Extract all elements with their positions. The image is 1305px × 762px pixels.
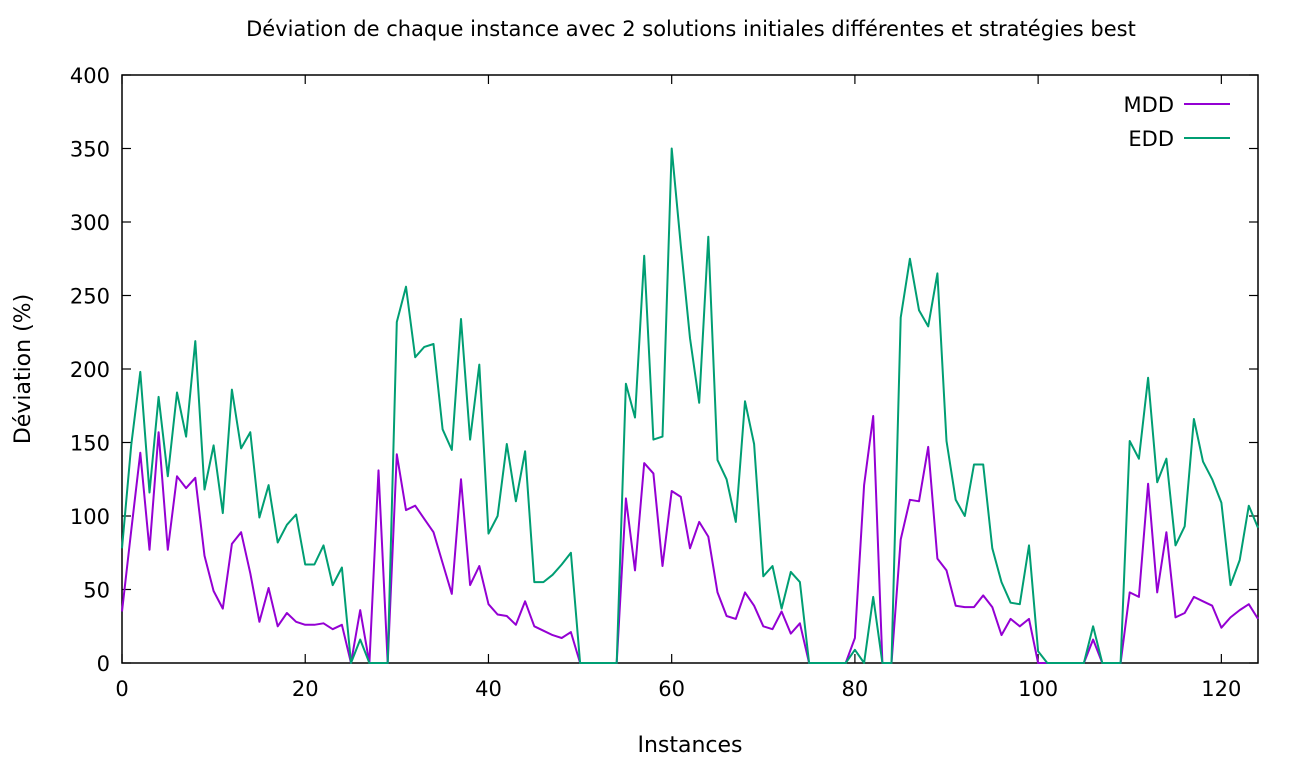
y-tick-label: 250	[70, 285, 110, 309]
x-tick-label: 60	[658, 677, 685, 701]
y-tick-label: 400	[70, 64, 110, 88]
plot-frame	[121, 74, 1259, 664]
x-tick-label: 120	[1201, 677, 1241, 701]
x-tick-label: 20	[292, 677, 319, 701]
x-tick-label: 0	[115, 677, 128, 701]
y-tick-label: 300	[70, 211, 110, 235]
x-tick-label: 80	[842, 677, 869, 701]
legend-label-edd: EDD	[1128, 127, 1174, 151]
x-tick-label: 40	[475, 677, 502, 701]
axis-ticks: 0 20 40 60 80 100 120 0 50 100 150 200 250 300 350 400	[70, 64, 1258, 701]
legend-label-mdd: MDD	[1124, 93, 1174, 117]
y-tick-label: 0	[97, 652, 110, 676]
series-lines	[121, 147, 1259, 664]
x-axis-label: Instances	[637, 733, 742, 758]
y-tick-label: 350	[70, 138, 110, 162]
legend: MDD EDD	[1124, 93, 1230, 151]
series-line-mdd	[121, 415, 1259, 664]
y-tick-label: 50	[83, 579, 110, 603]
y-tick-label: 150	[70, 432, 110, 456]
chart-title: Déviation de chaque instance avec 2 solu…	[246, 17, 1136, 41]
x-tick-label: 100	[1018, 677, 1058, 701]
y-axis-label: Déviation (%)	[11, 294, 36, 444]
series-line-edd	[121, 147, 1259, 664]
y-tick-label: 200	[70, 358, 110, 382]
y-tick-label: 100	[70, 505, 110, 529]
